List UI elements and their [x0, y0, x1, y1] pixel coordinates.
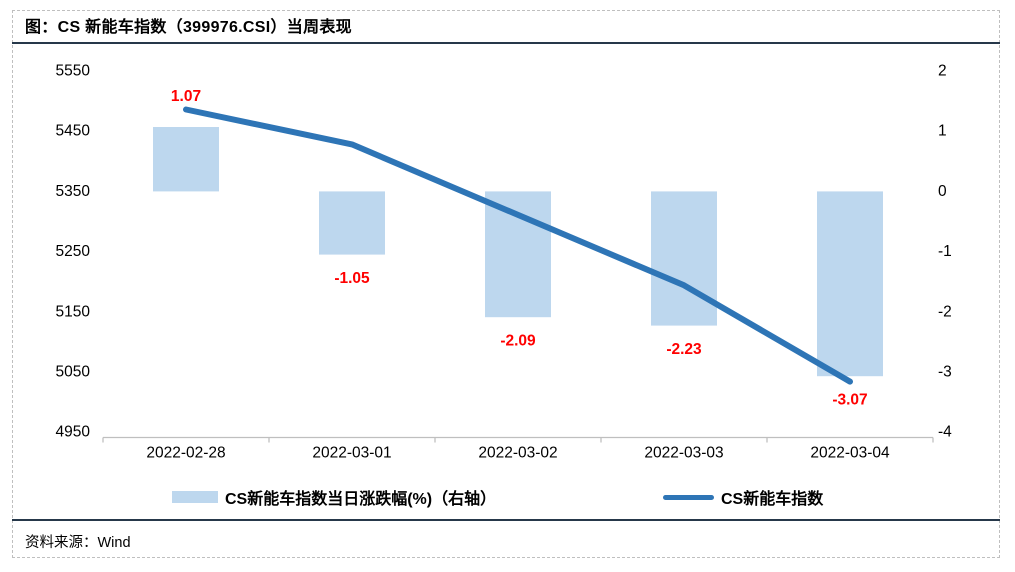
right-axis-tick-label: 2: [938, 63, 947, 80]
data-label-2022-03-02: -2.09: [500, 333, 536, 350]
chart-title: 图：CS 新能车指数（399976.CSI）当周表现: [25, 19, 352, 36]
left-axis-tick-label: 4950: [56, 424, 91, 441]
bar-2022-03-02: [485, 191, 551, 318]
left-axis-tick-label: 5150: [56, 303, 91, 320]
index-line-series: [183, 106, 853, 385]
left-axis-tick-label: 5350: [56, 183, 91, 200]
right-axis-tick-label: -1: [938, 243, 952, 260]
right-axis-tick-label: 0: [938, 183, 947, 200]
left-axis-tick-label: 5050: [56, 364, 91, 381]
data-label-2022-03-03: -2.23: [666, 341, 702, 358]
left-axis-tick-label: 5450: [56, 123, 91, 140]
x-axis-label: 2022-03-03: [644, 445, 723, 462]
legend-label-line-series: CS新能车指数: [721, 491, 824, 508]
right-axis-tick-label: -3: [938, 364, 952, 381]
x-axis-label: 2022-02-28: [146, 445, 225, 462]
left-axis-tick-label: 5250: [56, 243, 91, 260]
legend-item-bar-series: CS新能车指数当日涨跌幅(%)（右轴）: [172, 485, 496, 509]
legend: CS新能车指数当日涨跌幅(%)（右轴） CS新能车指数: [0, 485, 1015, 509]
x-axis-label: 2022-03-02: [478, 445, 557, 462]
legend-label-bar-series: CS新能车指数当日涨跌幅(%)（右轴）: [225, 491, 497, 508]
footer-divider-rule: [12, 519, 1000, 521]
data-label-2022-03-01: -1.05: [334, 270, 370, 287]
right-axis-tick-label: -4: [938, 424, 952, 441]
x-axis-label: 2022-03-04: [810, 445, 890, 462]
data-label-2022-02-28: 1.07: [171, 88, 201, 105]
bar-2022-02-28: [153, 127, 219, 192]
right-axis-tick-label: -2: [938, 303, 952, 320]
chart-canvas: 5550 5450 5350 5250 5150 5050 4950 2 1 0 -1 -2 -3 -4 2…: [56, 63, 953, 462]
title-divider-rule: [12, 42, 1000, 44]
line-series-swatch: [663, 494, 714, 500]
bar-series-swatch: [172, 491, 218, 503]
bar-2022-03-01: [319, 191, 385, 255]
left-axis-tick-label: 5550: [56, 63, 91, 80]
x-axis-label: 2022-03-01: [312, 445, 391, 462]
data-source: 资料来源：Wind: [25, 535, 131, 551]
bar-2022-03-04: [817, 191, 883, 377]
bar-2022-03-03: [651, 191, 717, 326]
data-label-2022-03-04: -3.07: [832, 392, 867, 409]
right-axis-tick-label: 1: [938, 123, 947, 140]
legend-item-line-series: CS新能车指数: [663, 485, 823, 509]
